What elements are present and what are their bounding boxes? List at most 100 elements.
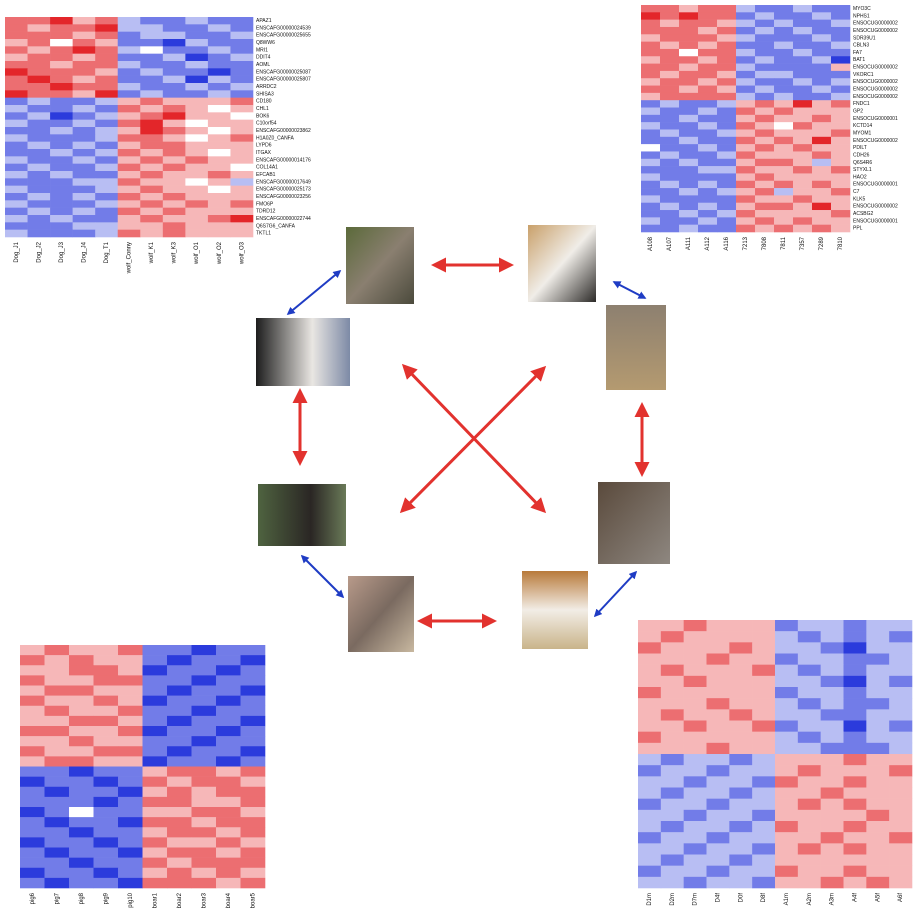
heatmap-cell: [793, 56, 812, 64]
heatmap-cell: [118, 83, 141, 91]
heatmap-cell: [28, 98, 51, 106]
heatmap-cell: [774, 12, 793, 20]
heatmap-cell: [752, 832, 775, 843]
heatmap-cell: [660, 122, 679, 130]
heatmap-cell: [192, 696, 217, 706]
heatmap-cell: [755, 34, 774, 42]
heatmap-cell: [50, 46, 73, 54]
heatmap-cell: [69, 736, 94, 746]
heatmap-cell: [28, 54, 51, 62]
heatmap-cell: [69, 645, 94, 655]
heatmap-cell: [821, 866, 844, 877]
column-label: 7811: [781, 236, 787, 250]
heatmap-cell: [679, 78, 698, 86]
heatmap-cell: [73, 46, 96, 54]
heatmap-cell: [844, 855, 867, 866]
heatmap-cell: [698, 42, 717, 50]
heatmap-cell: [163, 134, 186, 142]
heatmap-cell: [95, 230, 118, 238]
heatmap-cell: [230, 164, 253, 172]
column-label: A116: [724, 236, 730, 250]
heatmap-cell: [95, 90, 118, 98]
heatmap-cell: [95, 156, 118, 164]
heatmap-cell: [163, 39, 186, 47]
heatmap-cell: [167, 848, 192, 858]
heatmap-cell: [752, 788, 775, 799]
heatmap-cell: [844, 743, 867, 754]
heatmap-cell: [679, 166, 698, 174]
heatmap-cell: [192, 817, 217, 827]
heatmap-cell: [844, 877, 867, 888]
heatmap-cell: [140, 98, 163, 106]
heatmap-cell: [230, 90, 253, 98]
heatmap-cell: [821, 654, 844, 665]
heatmap-cell: [831, 20, 850, 28]
heatmap-cell: [698, 217, 717, 225]
heatmap-cell: [163, 149, 186, 157]
heatmap-cell: [661, 721, 684, 732]
heatmap-cell: [208, 193, 231, 201]
heatmap-cell: [736, 34, 755, 42]
heatmap-cell: [50, 134, 73, 142]
heatmap-cell: [717, 159, 736, 167]
heatmap-cell: [185, 46, 208, 54]
heatmap-cell: [69, 868, 94, 878]
arrow: [288, 271, 340, 314]
heatmap-cell: [793, 203, 812, 211]
heatmap-cell: [216, 787, 241, 797]
heatmap-cell: [793, 195, 812, 203]
heatmap-cell: [50, 98, 73, 106]
heatmap-cell: [20, 746, 45, 756]
heatmap-cell: [185, 32, 208, 40]
heatmap-cell: [118, 76, 141, 84]
heatmap-cell: [163, 200, 186, 208]
heatmap-cell: [5, 24, 28, 32]
heatmap-cell: [69, 878, 94, 888]
heatmap: D1mD2mD7mD4fD0fD8fA1mA2mA3mA4fA5fA6f: [638, 620, 912, 906]
heatmap-cell: [638, 698, 661, 709]
heatmap-cell: [5, 68, 28, 76]
heatmap-cell: [844, 765, 867, 776]
heatmap-cell: [793, 100, 812, 108]
heatmap-cell: [717, 225, 736, 233]
heatmap-cell: [729, 843, 752, 854]
heatmap-cell: [216, 868, 241, 878]
heatmap-cell: [698, 71, 717, 79]
heatmap-cell: [775, 821, 798, 832]
heatmap-cell: [230, 127, 253, 135]
heatmap-cell: [736, 137, 755, 145]
heatmap-cell: [844, 754, 867, 765]
heatmap-cell: [241, 746, 266, 756]
row-label: ARRDC2: [256, 84, 277, 90]
heatmap-cell: [73, 17, 96, 25]
heatmap-cell: [679, 27, 698, 35]
heatmap-cell: [118, 868, 143, 878]
heatmap-cell: [638, 855, 661, 866]
heatmap-cell: [208, 200, 231, 208]
heatmap-cell: [736, 203, 755, 211]
row-label: ENSCAFG00000017649: [256, 179, 311, 185]
heatmap-cell: [140, 156, 163, 164]
heatmap-cell: [94, 827, 119, 837]
heatmap-cell: [216, 767, 241, 777]
heatmap-cell: [45, 817, 70, 827]
heatmap-cell: [661, 765, 684, 776]
heatmap-cell: [163, 17, 186, 25]
heatmap-cell: [755, 12, 774, 20]
heatmap-cell: [94, 817, 119, 827]
heatmap-cell: [679, 108, 698, 116]
heatmap-cell: [866, 721, 889, 732]
heatmap-cell: [167, 706, 192, 716]
heatmap-cell: [163, 105, 186, 113]
heatmap-cell: [684, 866, 707, 877]
heatmap-cell: [831, 166, 850, 174]
heatmap-cell: [185, 149, 208, 157]
heatmap-cell: [230, 120, 253, 128]
row-label: PDILT: [853, 145, 867, 151]
row-label: HAO2: [853, 174, 867, 180]
heatmap-cell: [684, 743, 707, 754]
heatmap: MYO3CNPHS1ENSOCUG0000002ENSOCUG0000002SD…: [641, 5, 898, 251]
heatmap-cell: [118, 655, 143, 665]
heatmap-cell: [641, 195, 660, 203]
heatmap-cell: [208, 186, 231, 194]
